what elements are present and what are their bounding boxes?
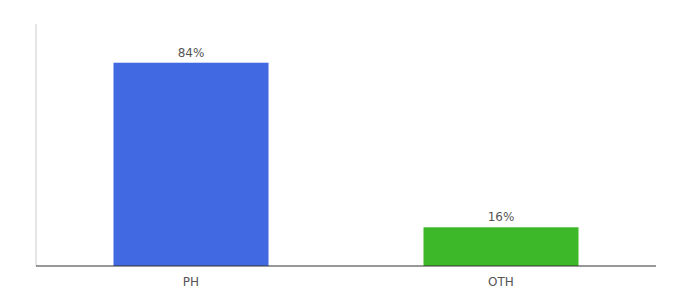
- chart-container: PH OTH 84% 16%: [0, 0, 680, 300]
- page: {"chart_data": {"type": "bar", "categori…: [0, 0, 680, 300]
- x-tick-label: OTH: [488, 275, 514, 289]
- y-axis-line: [36, 24, 37, 266]
- chart-svg: PH OTH 84% 16%: [0, 0, 680, 300]
- bar: [424, 227, 579, 266]
- data-label: 84%: [178, 46, 205, 60]
- x-tick-label: PH: [183, 275, 199, 289]
- x-axis-line: [36, 265, 656, 266]
- bars: [114, 63, 579, 266]
- bar: [114, 63, 269, 266]
- data-label: 16%: [488, 210, 515, 224]
- plot-area: PH OTH 84% 16%: [36, 24, 656, 289]
